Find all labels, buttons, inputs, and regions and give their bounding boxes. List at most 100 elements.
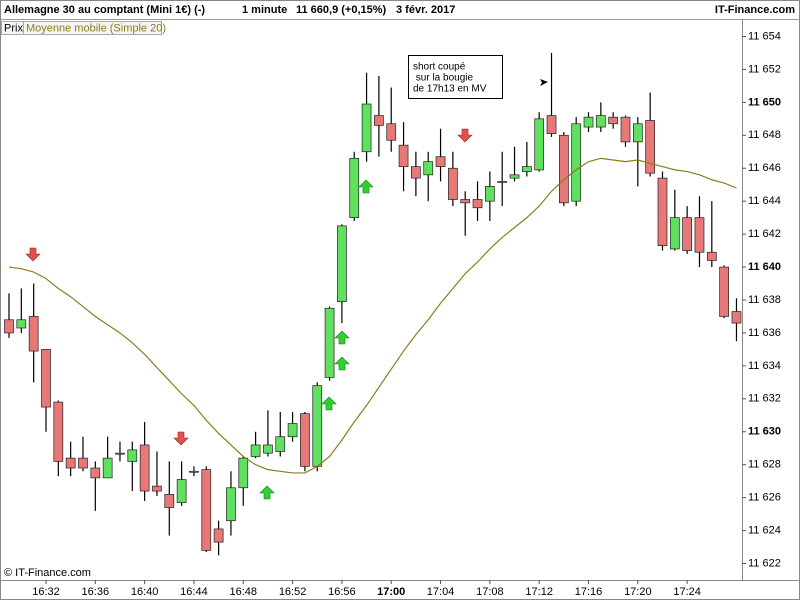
legend-box: [23, 21, 162, 35]
legend-entry: Prix: [4, 22, 23, 34]
candle-body: [312, 385, 323, 467]
candle-body: [558, 134, 569, 204]
pointer-arrow: [540, 79, 548, 86]
candle-body: [509, 174, 520, 179]
candle-body: [620, 116, 631, 143]
y-tick-label: 11 632: [748, 393, 781, 405]
candle-body: [78, 457, 88, 469]
candle-body: [657, 177, 668, 246]
sell-arrow: [457, 128, 473, 143]
chart-title: Allemagne 30 au comptant (Mini 1€) (-): [4, 4, 205, 16]
candle-body: [682, 217, 693, 251]
x-tick-label: 17:00: [377, 586, 405, 598]
x-tick-label: 17:24: [673, 586, 701, 598]
buy-arrow: [321, 396, 337, 411]
y-tick-label: 11 650: [748, 96, 781, 108]
candle-body: [53, 401, 64, 462]
annotation: sur la bougie: [413, 73, 473, 84]
candle-body: [263, 444, 273, 454]
buy-arrow: [334, 330, 350, 345]
candle-body: [423, 161, 434, 176]
candle-body: [706, 251, 717, 261]
candle-body: [595, 115, 606, 128]
x-tick-label: 16:48: [230, 586, 258, 598]
candle-body: [201, 469, 212, 551]
x-tick-label: 16:56: [328, 586, 356, 598]
y-tick-label: 11 646: [748, 162, 781, 174]
sell-arrow: [25, 247, 41, 262]
y-tick-label: 11 648: [748, 129, 781, 141]
candle-body: [287, 423, 298, 438]
x-tick-label: 17:16: [575, 586, 603, 598]
date: 3 févr. 2017: [396, 4, 455, 16]
candle-body: [522, 166, 532, 172]
plot: [4, 52, 742, 556]
y-tick-label: 11 630: [748, 426, 781, 438]
candle-body: [349, 158, 360, 218]
candle-body: [102, 457, 113, 479]
candle-body: [669, 217, 680, 250]
y-tick-label: 11 626: [748, 492, 781, 504]
candle-body: [139, 444, 150, 492]
last-price: 11 660,9 (+0,15%): [296, 4, 387, 16]
candle-body: [226, 487, 236, 522]
candle-body: [300, 413, 310, 467]
signals: [25, 79, 548, 500]
candle-body: [238, 457, 249, 489]
source: IT-Finance.com: [715, 4, 795, 16]
candle-body: [571, 123, 582, 202]
candle-body: [324, 307, 335, 378]
candle-body: [127, 449, 138, 462]
candle-body: [719, 266, 729, 317]
y-tick-label: 11 640: [748, 261, 781, 273]
candle-body: [361, 103, 372, 153]
x-tick-label: 16:40: [131, 586, 159, 598]
candle-body: [460, 199, 471, 204]
candle-body: [546, 115, 557, 134]
buy-arrow: [259, 485, 275, 500]
candle-body: [16, 319, 27, 329]
x-tick-label: 17:12: [525, 586, 553, 598]
x-tick-label: 16:36: [82, 586, 110, 598]
candle-body: [485, 186, 495, 202]
y-tick-label: 11 652: [748, 63, 781, 75]
x-tick-label: 17:20: [624, 586, 652, 598]
y-tick-label: 11 654: [748, 30, 781, 42]
y-tick-label: 11 636: [748, 327, 781, 339]
x-tick-label: 17:04: [427, 586, 455, 598]
y-tick-label: 11 624: [748, 524, 781, 536]
y-tick-label: 11 644: [748, 195, 781, 207]
candle-body: [374, 115, 384, 126]
copyright: © IT-Finance.com: [4, 567, 91, 579]
candle-body: [213, 528, 224, 543]
candle-body: [337, 225, 347, 302]
y-tick-label: 11 622: [748, 557, 781, 569]
candle-body: [645, 120, 656, 174]
candle-body: [65, 457, 76, 469]
x-tick-label: 16:52: [279, 586, 307, 598]
buy-arrow: [358, 179, 374, 194]
candle-body: [275, 436, 286, 452]
candle-body: [448, 167, 458, 200]
annotation: de 17h13 en MV: [413, 84, 487, 95]
candle-body: [632, 123, 643, 143]
y-tick-label: 11 634: [748, 360, 781, 372]
annotation: short coupé: [413, 62, 466, 73]
candle-body: [608, 116, 619, 125]
candle-body: [472, 199, 483, 209]
candle-body: [497, 181, 508, 183]
x-tick-label: 17:08: [476, 586, 504, 598]
candle-body: [152, 485, 162, 492]
buy-arrow: [334, 356, 350, 371]
x-tick-label: 16:44: [180, 586, 208, 598]
candle-body: [250, 444, 261, 457]
y-tick-label: 11 642: [748, 228, 781, 240]
candle-body: [176, 479, 187, 503]
candle-body: [41, 349, 51, 408]
annotation-box: [408, 55, 503, 99]
candle-body: [694, 217, 705, 253]
sell-arrow: [173, 431, 189, 446]
interval: 1 minute: [242, 4, 287, 16]
